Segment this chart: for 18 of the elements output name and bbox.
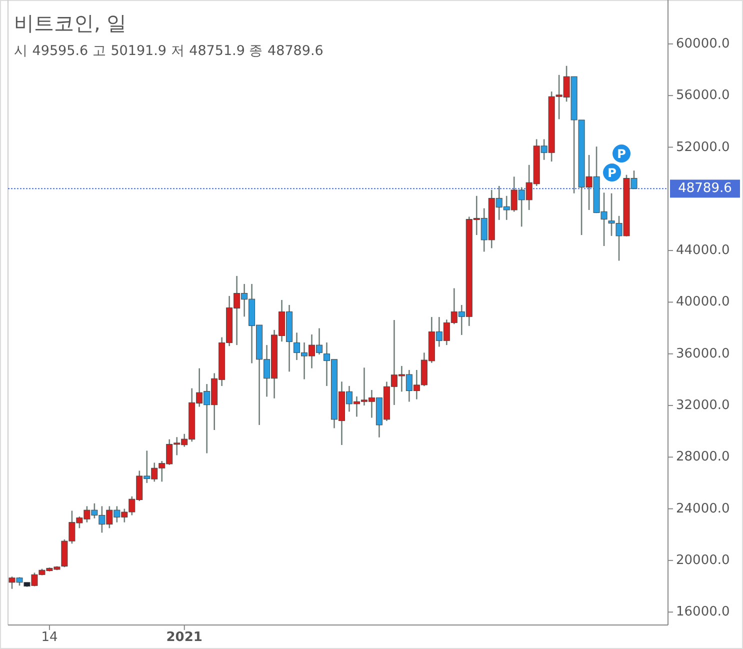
text: 비트코인, 일 — [14, 11, 127, 35]
annotation: P — [617, 146, 626, 161]
x-tick-label: 2021 — [166, 630, 202, 645]
x-tick-label: 14 — [41, 630, 58, 645]
y-tick-label: 16000.0 — [676, 604, 730, 620]
y-tick-label: 40000.0 — [676, 294, 730, 310]
y-tick-label: 52000.0 — [676, 140, 730, 155]
y-tick-label: 44000.0 — [676, 243, 730, 258]
ref-line-label: 48789.6 — [678, 181, 732, 196]
y-tick-label: 20000.0 — [676, 552, 730, 568]
y-tick-label: 28000.0 — [676, 450, 730, 465]
y-tick-label: 36000.0 — [676, 346, 730, 362]
y-tick-label: 60000.0 — [676, 36, 730, 52]
annotation: P — [608, 166, 617, 180]
text: 시 49595.6 고 50191.9 저 48751.9 종 48789.6 — [14, 43, 324, 59]
y-tick-label: 24000.0 — [676, 501, 730, 516]
y-tick-label: 56000.0 — [676, 88, 730, 104]
y-tick-label: 32000.0 — [676, 398, 730, 414]
